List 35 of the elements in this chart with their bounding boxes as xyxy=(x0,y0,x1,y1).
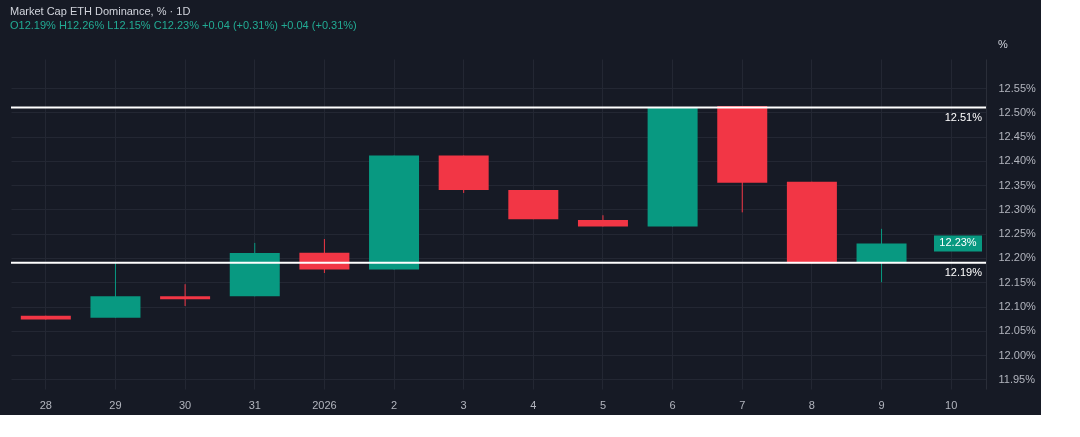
x-tick-label: 31 xyxy=(248,398,261,411)
x-tick-label: 10 xyxy=(945,398,958,411)
x-tick-label: 29 xyxy=(109,398,122,411)
x-tick-label: 3 xyxy=(460,398,467,411)
x-tick-label: 30 xyxy=(178,398,192,411)
chart-subtitle: O12.19% H12.26% L12.15% C12.23% +0.04 (+0.31%) +0.04 (+0.31%) xyxy=(10,19,357,31)
y-tick-label: 12.55% xyxy=(998,81,1037,94)
y-tick-label: 12.20% xyxy=(998,251,1037,264)
ref-line-label: 12.19% xyxy=(944,265,983,278)
candlestick xyxy=(160,283,211,307)
candlestick xyxy=(577,214,628,227)
x-tick-label: 6 xyxy=(669,398,676,411)
y-tick-label: 12.15% xyxy=(998,275,1037,288)
x-tick-label: 4 xyxy=(530,398,537,411)
y-tick-label: 12.45% xyxy=(998,130,1037,143)
annotation: 12.23% xyxy=(939,236,977,249)
x-tick-label: 28 xyxy=(39,398,52,411)
y-tick-label: 12.35% xyxy=(998,178,1037,191)
x-tick-label: 7 xyxy=(739,398,746,411)
y-tick-label: 11.95% xyxy=(998,372,1036,385)
y-tick-label: 12.00% xyxy=(998,348,1037,361)
x-tick-label: 9 xyxy=(878,398,885,411)
y-tick-label: 12.05% xyxy=(998,324,1037,337)
y-tick-label: 12.50% xyxy=(998,105,1037,118)
y-tick-label: 12.25% xyxy=(998,227,1037,240)
chart-title: Market Cap ETH Dominance, % · 1D xyxy=(10,5,191,17)
x-tick-label: 8 xyxy=(808,398,815,411)
text: % xyxy=(998,38,1008,50)
x-tick-label: 2 xyxy=(390,398,398,411)
y-tick-label: 12.10% xyxy=(998,300,1037,312)
y-tick-label: 12.40% xyxy=(998,154,1037,167)
x-tick-label: 2026 xyxy=(312,398,337,411)
y-tick-label: 12.30% xyxy=(998,202,1037,215)
ref-line-label: 12.51% xyxy=(944,110,983,123)
x-tick-label: 5 xyxy=(599,398,607,411)
